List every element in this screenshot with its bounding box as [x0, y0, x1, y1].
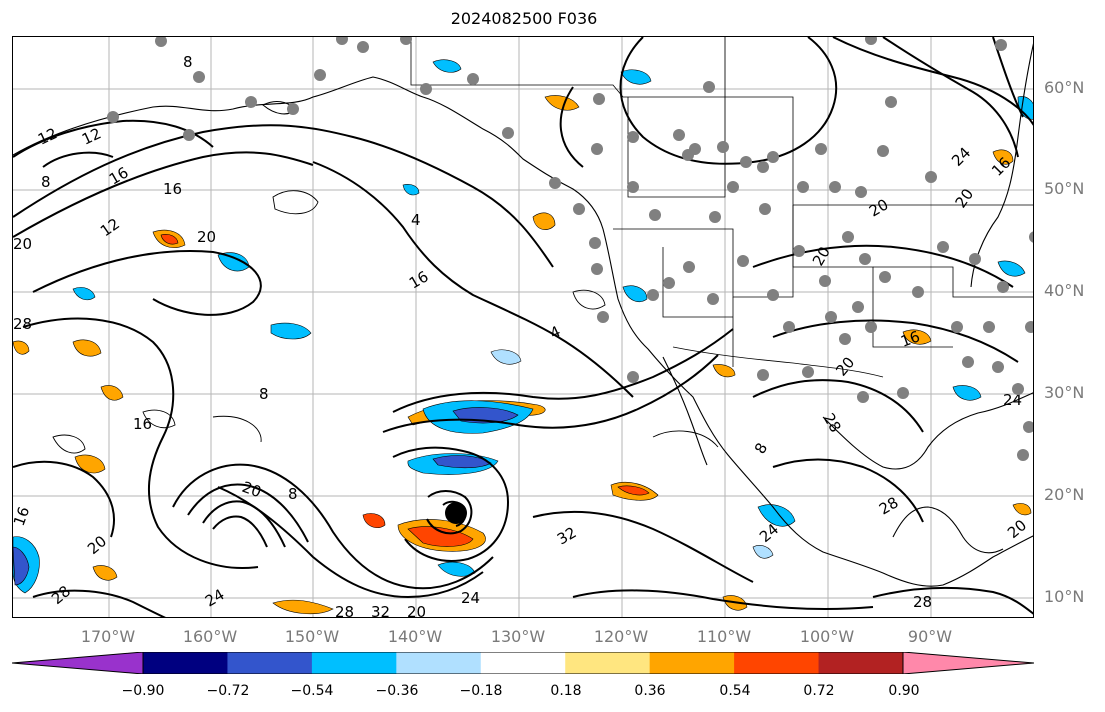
contour-label: 8: [751, 440, 771, 457]
contour-label: 24: [1003, 391, 1022, 409]
contour-label: 12: [97, 215, 123, 241]
colorbar-cell: [565, 652, 651, 674]
colorbar-tick-label: 0.54: [719, 683, 751, 699]
colorbar-cell: [480, 652, 566, 674]
contour-label: 28: [48, 582, 74, 608]
storm-center-marker: [445, 502, 467, 524]
map-title: 2024082500 F036: [450, 9, 598, 28]
colorbar-tick-label: −0.90: [121, 683, 165, 699]
colorbar-tick-label: −0.18: [459, 683, 503, 699]
contour-label: 16: [106, 163, 132, 188]
contour-label: 28: [335, 603, 354, 618]
contour-label: 20: [197, 228, 216, 246]
lon-label: 100°W: [799, 627, 855, 646]
contour-label: 16: [13, 504, 33, 528]
political-borders: [410, 37, 1033, 378]
contour-label: 16: [163, 180, 182, 198]
lat-label: 30°N: [1044, 383, 1085, 402]
contour-label: 8: [183, 53, 193, 71]
contour-label: 20: [866, 195, 892, 220]
shading-positive: [13, 95, 1032, 615]
lat-label: 10°N: [1044, 587, 1085, 606]
lat-label: 20°N: [1044, 485, 1085, 504]
contour-label: 20: [952, 185, 978, 211]
contour-label: 28: [820, 410, 845, 436]
station-markers: [107, 37, 1033, 461]
contour-label: 20: [407, 603, 426, 618]
contour-label: 4: [547, 322, 563, 342]
colorbar-tick-label: 0.18: [550, 683, 582, 699]
lon-label: 120°W: [593, 627, 649, 646]
contour-label: 32: [371, 603, 390, 618]
contour-label: 24: [202, 585, 228, 610]
colorbar-extension-high: [903, 652, 1034, 674]
contour-label: 24: [461, 589, 480, 607]
colorbar-extension-low: [12, 652, 143, 674]
contour-label: 20: [1004, 516, 1030, 542]
contour-label: 28: [13, 315, 32, 333]
colorbar-cell: [311, 652, 397, 674]
colorbar-tick-label: 0.36: [634, 683, 666, 699]
coastlines: [13, 43, 1033, 587]
contour-label: 8: [259, 385, 269, 403]
lon-label: 170°W: [80, 627, 136, 646]
lat-label: 50°N: [1044, 179, 1085, 198]
map-canvas: 8 12 12 16 16 20 20 8 12 4 16 4 24 16 20…: [13, 37, 1033, 618]
colorbar-cells: [12, 652, 1034, 674]
colorbar: [12, 652, 1034, 674]
contour-label: 12: [35, 124, 60, 148]
height-contours: [13, 37, 1033, 617]
contour-label: 28: [876, 493, 902, 518]
contour-label: 28: [913, 593, 932, 611]
colorbar-cell: [734, 652, 820, 674]
lon-label: 130°W: [490, 627, 546, 646]
contour-label: 16: [133, 415, 152, 433]
contour-label: 4: [411, 211, 421, 229]
colorbar-tick-label: −0.54: [290, 683, 334, 699]
contour-labels: 8 12 12 16 16 20 20 8 12 4 16 4 24 16 20…: [13, 53, 1030, 618]
contour-label: 8: [41, 173, 51, 191]
lon-label: 140°W: [387, 627, 443, 646]
colorbar-tick-label: 0.72: [803, 683, 835, 699]
colorbar-tick-label: −0.72: [206, 683, 250, 699]
colorbar-cell: [649, 652, 735, 674]
lat-label: 60°N: [1044, 78, 1085, 97]
secondary-contours: [52, 190, 719, 454]
map-panel: 8 12 12 16 16 20 20 8 12 4 16 4 24 16 20…: [12, 36, 1034, 618]
lon-label: 160°W: [182, 627, 238, 646]
contour-label: 24: [948, 144, 974, 170]
colorbar-cell: [227, 652, 313, 674]
colorbar-cell: [396, 652, 482, 674]
contour-label: 20: [832, 353, 858, 379]
contour-label: 32: [554, 523, 580, 548]
contour-label: 16: [406, 267, 432, 292]
colorbar-cell: [818, 652, 904, 674]
contour-label: 8: [288, 485, 298, 503]
lon-label: 110°W: [696, 627, 752, 646]
colorbar-tick-label: 0.90: [888, 683, 920, 699]
shading-negative: [13, 59, 1033, 594]
contour-label: 20: [13, 235, 32, 253]
colorbar-cell: [143, 652, 228, 674]
contour-label: 16: [898, 327, 922, 350]
contour-label: 20: [84, 532, 110, 558]
contour-label: 20: [240, 478, 264, 501]
lon-label: 150°W: [284, 627, 340, 646]
lon-label: 90°W: [907, 627, 953, 646]
lat-label: 40°N: [1044, 281, 1085, 300]
colorbar-tick-label: −0.36: [375, 683, 419, 699]
